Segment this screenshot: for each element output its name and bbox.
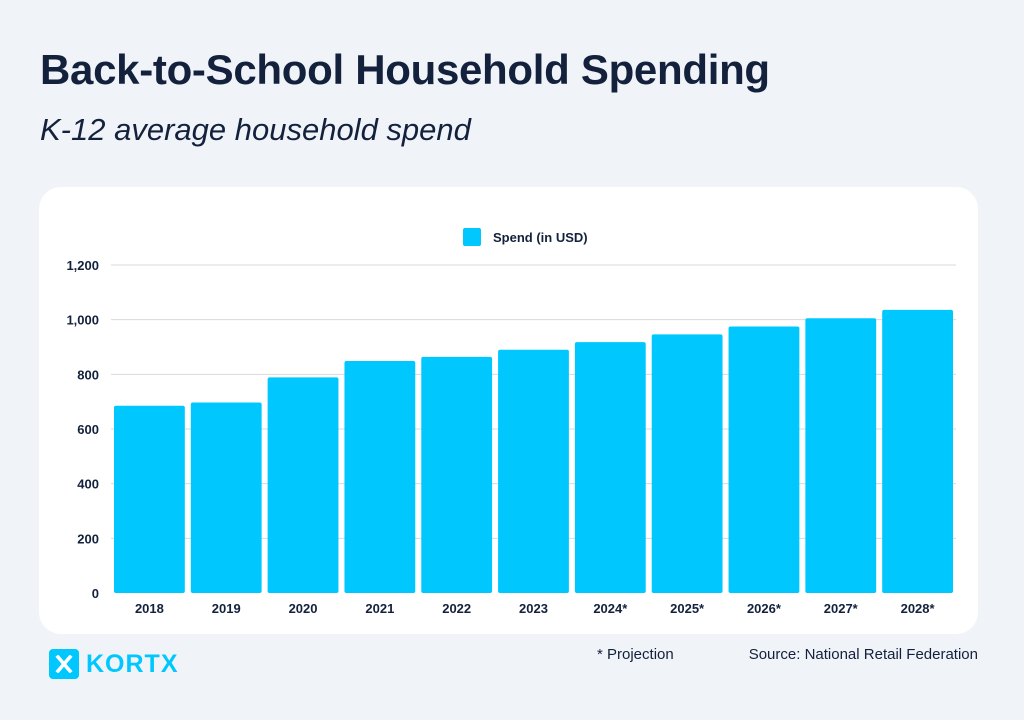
x-tick-label: 2019	[212, 601, 241, 616]
bar	[114, 405, 185, 593]
x-tick-label: 2018	[135, 601, 164, 616]
bar	[190, 402, 262, 593]
kortx-logo: KORTX	[49, 649, 179, 679]
x-tick-label: 2026*	[747, 601, 782, 616]
bar	[344, 360, 416, 593]
y-tick-label: 800	[77, 367, 99, 382]
x-tick-label: 2023	[519, 601, 548, 616]
source-note: Source: National Retail Federation	[748, 646, 978, 663]
x-tick-label: 2028*	[901, 601, 936, 616]
page-subtitle: K-12 average household spend	[40, 112, 471, 147]
bar	[574, 342, 646, 593]
bar	[651, 334, 723, 593]
legend-label: Spend (in USD)	[493, 230, 588, 245]
x-tick-label: 2021	[365, 601, 394, 616]
projection-note: * Projection	[597, 646, 674, 663]
page-title: Back-to-School Household Spending	[40, 46, 770, 93]
logo-text: KORTX	[86, 649, 179, 678]
bar	[421, 356, 493, 593]
y-tick-label: 1,000	[66, 313, 99, 328]
x-logo-icon	[49, 649, 79, 679]
chart-card: 0 200 400 600 800 1,000 1,200 2018 2019 2020 2021 2…	[39, 187, 978, 634]
bar	[498, 349, 569, 593]
bar	[882, 309, 953, 593]
bar	[805, 318, 877, 593]
bar-chart: 0 200 400 600 800 1,000 1,200 2018 2019 2020 2021 2…	[66, 228, 956, 616]
y-tick-label: 600	[77, 422, 99, 437]
y-tick-label: 200	[77, 531, 99, 546]
legend-swatch	[463, 228, 481, 246]
x-tick-label: 2020	[289, 601, 318, 616]
y-tick-label: 400	[77, 477, 99, 492]
y-tick-label: 0	[92, 586, 99, 601]
bar	[728, 326, 800, 593]
x-tick-label: 2022	[442, 601, 471, 616]
x-tick-label: 2024*	[593, 601, 628, 616]
x-tick-label: 2025*	[670, 601, 705, 616]
bar	[267, 377, 339, 593]
y-tick-label: 1,200	[66, 258, 99, 273]
x-tick-label: 2027*	[824, 601, 859, 616]
